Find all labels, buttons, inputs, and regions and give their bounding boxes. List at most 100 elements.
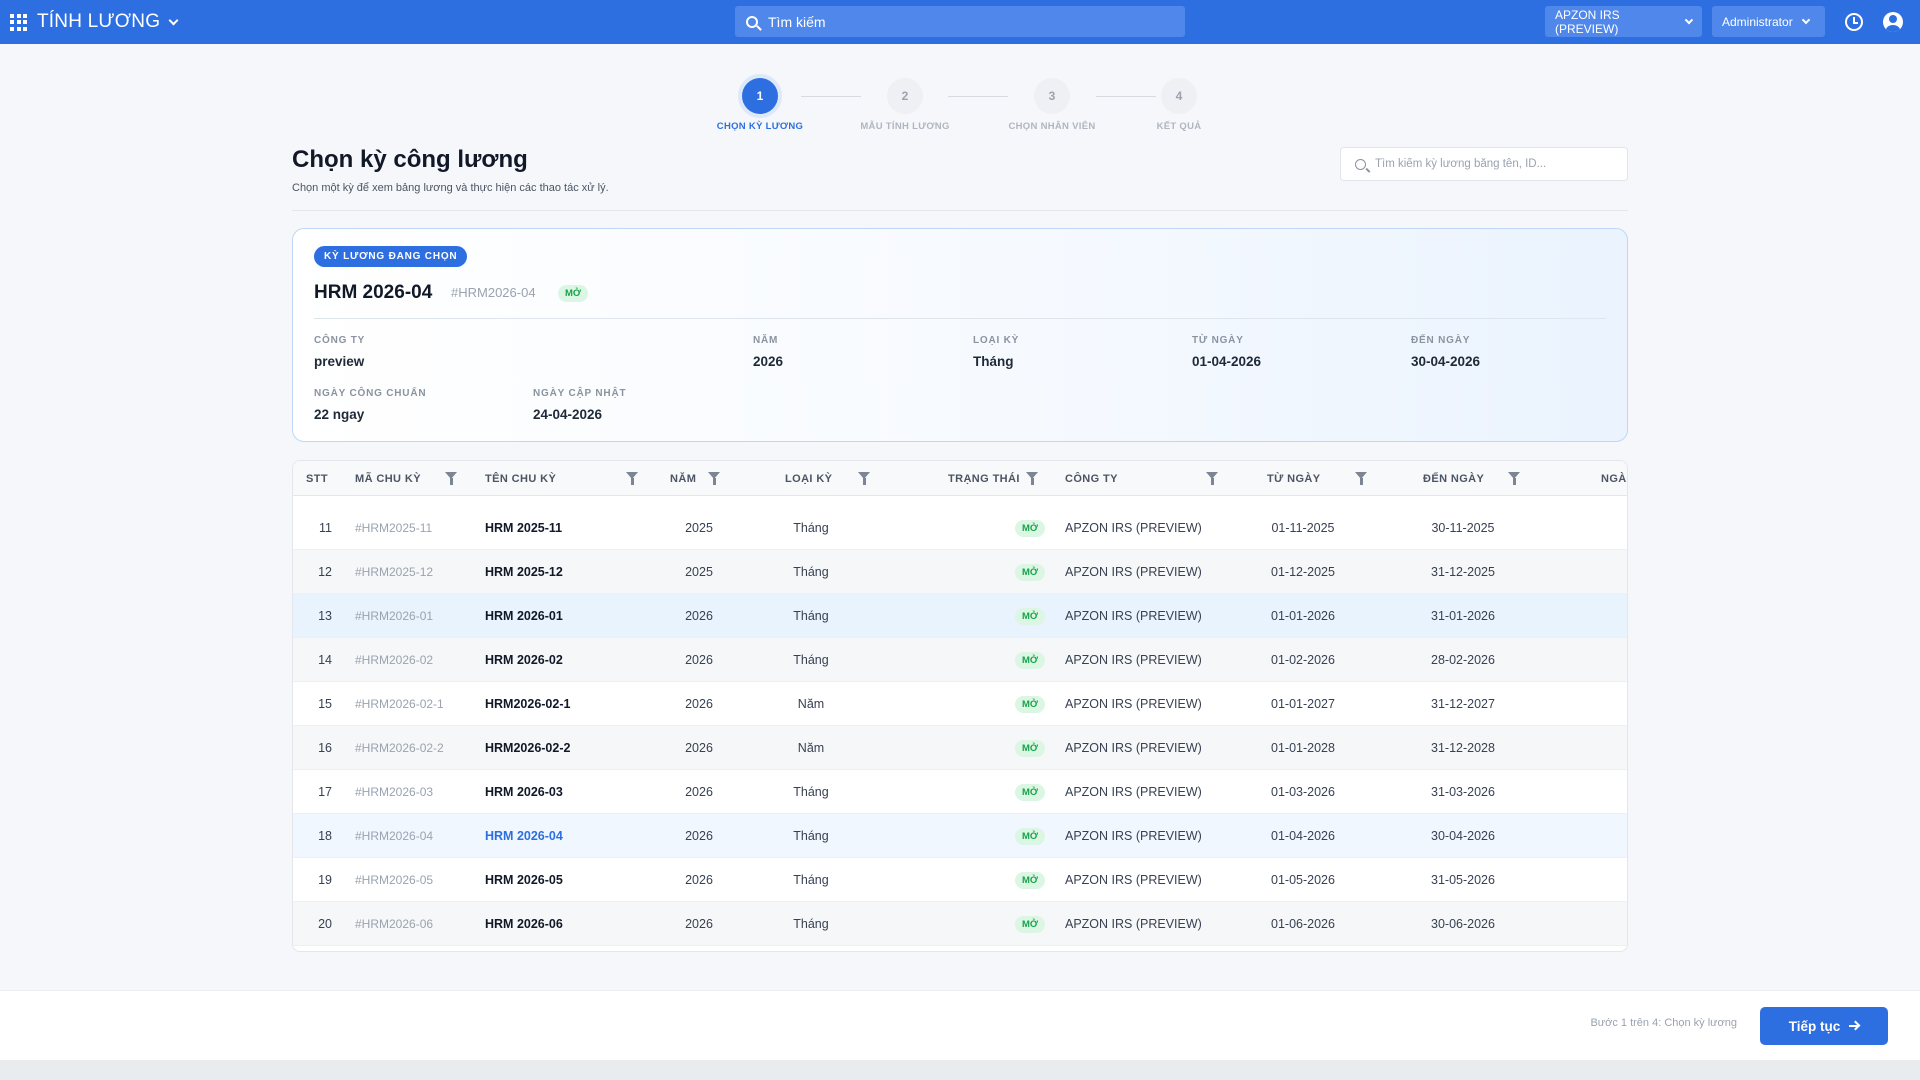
cell-stt: 15: [318, 697, 332, 711]
cell-year: 2025: [685, 521, 713, 535]
chevron-down-icon: [168, 15, 179, 25]
col-header-code[interactable]: MÃ CHU KỲ: [355, 472, 421, 485]
cell-status: MỞ: [1005, 726, 1045, 770]
table-row[interactable]: 15 #HRM2026-02-1 HRM2026-02-1 2026 Năm MỞ APZO…: [293, 682, 1627, 726]
cell-stt: 14: [318, 653, 332, 667]
clock-icon[interactable]: [1845, 13, 1863, 31]
field-label: ĐẾN NGÀY: [1411, 335, 1471, 346]
cell-from: 01-05-2026: [1271, 873, 1335, 887]
cell-year: 2025: [685, 565, 713, 579]
filter-icon[interactable]: [1206, 472, 1219, 486]
col-header-company[interactable]: CÔNG TY: [1065, 472, 1118, 485]
table-row[interactable]: 19 #HRM2026-05 HRM 2026-05 2026 Tháng MỞ APZON…: [293, 858, 1627, 902]
field-company: CÔNG TY preview: [314, 335, 365, 369]
status-badge: MỞ: [1014, 739, 1045, 757]
search-icon: [746, 15, 758, 28]
col-header-to[interactable]: ĐẾN NGÀY: [1423, 472, 1485, 485]
cell-company: APZON IRS (PREVIEW): [1065, 785, 1202, 799]
cell-type: Tháng: [793, 521, 829, 535]
cell-stt: 16: [318, 741, 332, 755]
col-header-year[interactable]: NĂM: [670, 472, 697, 485]
table-row[interactable]: 11 #HRM2025-11 HRM 2025-11 2025 Tháng MỞ APZON…: [293, 506, 1627, 550]
cell-code: #HRM2026-02: [355, 653, 434, 667]
col-header-from[interactable]: TỪ NGÀY: [1267, 472, 1321, 485]
cell-company: APZON IRS (PREVIEW): [1065, 521, 1202, 535]
cell-to: 31-12-2027: [1431, 697, 1495, 711]
cell-code: #HRM2026-01: [355, 609, 434, 623]
cell-status: MỞ: [1005, 506, 1045, 550]
app-switcher[interactable]: TÍNH LƯƠNG: [10, 0, 179, 44]
field-label: LOẠI KỲ: [973, 335, 1020, 346]
cell-status: MỞ: [1005, 902, 1045, 946]
field-value: 30-04-2026: [1411, 354, 1481, 369]
cell-status: MỞ: [1005, 770, 1045, 814]
continue-button-label: Tiếp tục: [1788, 1018, 1841, 1034]
cell-company: APZON IRS (PREVIEW): [1065, 565, 1202, 579]
cell-from: 01-02-2026: [1271, 653, 1335, 667]
status-badge: MỞ: [1014, 783, 1045, 801]
step-connector: [948, 96, 1008, 97]
table-row[interactable]: 13 #HRM2026-01 HRM 2026-01 2026 Tháng MỞ APZON…: [293, 594, 1627, 638]
user-menu-label: Administrator: [1722, 14, 1793, 29]
global-search-input[interactable]: [768, 13, 1168, 30]
cell-stt: 11: [319, 521, 332, 535]
filter-icon[interactable]: [1508, 472, 1521, 486]
field-label: NGÀY CÔNG CHUẨN: [314, 388, 427, 399]
cell-company: APZON IRS (PREVIEW): [1065, 873, 1202, 887]
cell-company: APZON IRS (PREVIEW): [1065, 917, 1202, 931]
selected-period-name: HRM 2026-04: [314, 282, 433, 303]
period-search-input[interactable]: [1375, 158, 1625, 170]
col-header-type[interactable]: LOẠI KỲ: [785, 472, 833, 485]
cell-stt: 17: [318, 785, 332, 799]
cell-status: MỞ: [1005, 594, 1045, 638]
cell-status: MỞ: [1005, 858, 1045, 902]
filter-icon[interactable]: [1026, 472, 1039, 486]
app-title: TÍNH LƯƠNG: [37, 11, 161, 32]
company-selector[interactable]: APZON IRS (PREVIEW): [1545, 6, 1702, 37]
cell-name: HRM 2026-04: [485, 829, 563, 843]
filter-icon[interactable]: [626, 472, 639, 486]
step-3[interactable]: 3 CHỌN NHÂN VIÊN: [992, 78, 1112, 132]
step-label: CHỌN NHÂN VIÊN: [1008, 121, 1096, 132]
cell-type: Năm: [797, 697, 825, 711]
step-4[interactable]: 4 KẾT QUẢ: [1119, 78, 1239, 132]
cell-from: 01-01-2026: [1271, 609, 1335, 623]
field-year: NĂM 2026: [753, 335, 783, 369]
user-menu[interactable]: Administrator: [1712, 6, 1825, 37]
table-row[interactable]: 20 #HRM2026-06 HRM 2026-06 2026 Tháng MỞ APZON…: [293, 902, 1627, 946]
cell-year: 2026: [685, 785, 713, 799]
filter-icon[interactable]: [1355, 472, 1368, 486]
col-header-name[interactable]: TÊN CHU KỲ: [485, 472, 557, 485]
table-row[interactable]: 12 #HRM2025-12 HRM 2025-12 2025 Tháng MỞ APZON…: [293, 550, 1627, 594]
cell-year: 2026: [685, 653, 713, 667]
field-period-type: LOẠI KỲ Tháng: [973, 335, 1019, 369]
period-search[interactable]: [1340, 147, 1628, 181]
arrow-right-icon: [1849, 1021, 1859, 1031]
cell-company: APZON IRS (PREVIEW): [1065, 741, 1202, 755]
step-2[interactable]: 2 MẪU TÍNH LƯƠNG: [845, 78, 965, 132]
global-search[interactable]: [735, 6, 1185, 37]
step-1[interactable]: 1 CHỌN KỲ LƯƠNG: [700, 78, 820, 132]
cell-company: APZON IRS (PREVIEW): [1065, 653, 1202, 667]
cell-from: 01-12-2025: [1271, 565, 1335, 579]
table-row[interactable]: 17 #HRM2026-03 HRM 2026-03 2026 Tháng MỞ APZON…: [293, 770, 1627, 814]
field-label: CÔNG TY: [314, 335, 366, 346]
col-header-updated[interactable]: NGÀ: [1601, 472, 1627, 485]
account-icon[interactable]: [1883, 12, 1903, 32]
filter-icon[interactable]: [708, 472, 721, 486]
continue-button[interactable]: Tiếp tục: [1760, 1007, 1888, 1045]
status-badge: MỞ: [558, 285, 589, 302]
cell-from: 01-03-2026: [1271, 785, 1335, 799]
step-hint: Bước 1 trên 4: Chọn kỳ lương: [1590, 1017, 1737, 1029]
table-row[interactable]: 18 #HRM2026-04 HRM 2026-04 2026 Tháng MỞ APZON…: [293, 814, 1627, 858]
field-standard-days: NGÀY CÔNG CHUẨN 22 ngay: [314, 388, 426, 422]
table-row[interactable]: 14 #HRM2026-02 HRM 2026-02 2026 Tháng MỞ APZON…: [293, 638, 1627, 682]
filter-icon[interactable]: [445, 472, 458, 486]
table-row[interactable]: 16 #HRM2026-02-2 HRM2026-02-2 2026 Năm MỞ APZO…: [293, 726, 1627, 770]
cell-status: MỞ: [1005, 814, 1045, 858]
step-number: 2: [887, 78, 923, 114]
filter-icon[interactable]: [858, 472, 871, 486]
field-label: NĂM: [753, 335, 779, 346]
col-header-status[interactable]: TRẠNG THÁI: [948, 472, 1020, 485]
field-updated-date: NGÀY CẬP NHẬT 24-04-2026: [533, 388, 626, 422]
